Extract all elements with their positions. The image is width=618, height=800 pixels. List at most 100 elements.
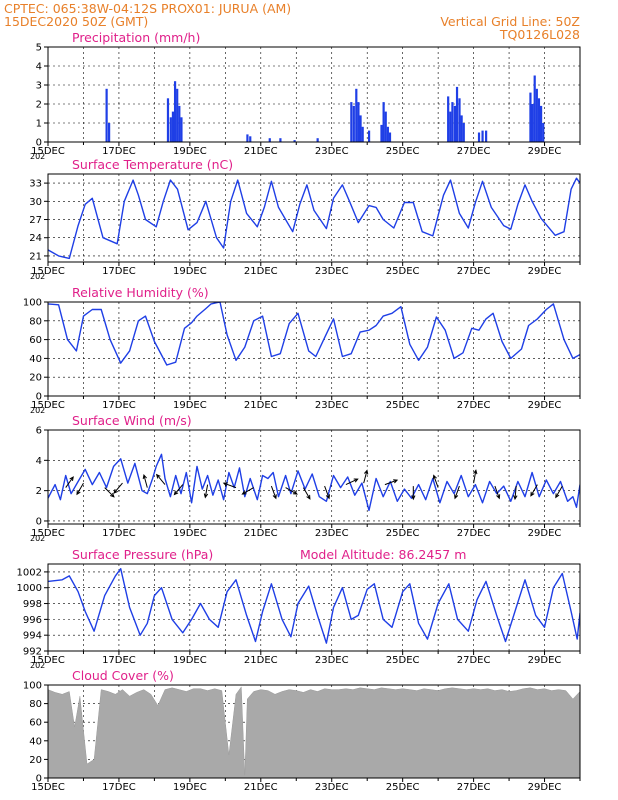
wind-ytick-label: 0 <box>36 516 42 527</box>
humidity-xtick-label: 15DEC <box>31 400 65 411</box>
wind-xtick-label: 27DEC <box>457 528 491 539</box>
precipitation-bar <box>108 123 111 142</box>
wind-frame <box>47 429 581 525</box>
temperature-xtick-label: 29DEC <box>528 266 562 277</box>
precipitation-bar <box>382 102 385 142</box>
wind-line <box>48 453 580 512</box>
precipitation-year-label: 202 <box>30 152 45 161</box>
cloud-cover-xtick-label: 21DEC <box>244 782 278 793</box>
wind-wind-arrow <box>173 484 184 496</box>
precipitation-bar <box>455 86 459 142</box>
pressure-ytick-label: 1002 <box>17 567 42 578</box>
precipitation-bar <box>481 130 484 142</box>
temperature-title: Surface Temperature (nC) <box>72 157 233 172</box>
precipitation-bar <box>171 111 175 142</box>
pressure-xtick-label: 21DEC <box>244 655 278 666</box>
precipitation-bar <box>477 132 481 142</box>
cloud-cover-xtick-label: 19DEC <box>173 782 207 793</box>
wind-wind-arrow <box>555 485 563 499</box>
temperature-xtick-label: 19DEC <box>173 266 207 277</box>
header-grid-line: Vertical Grid Line: 50Z <box>440 14 580 29</box>
humidity-xtick-label: 25DEC <box>386 400 420 411</box>
humidity-panel: Relative Humidity (%) 0 20 40 60 80 100 15DEC 17… <box>23 285 581 415</box>
temperature-xtick-label: 27DEC <box>457 266 491 277</box>
temperature-xtick-label: 17DEC <box>102 266 136 277</box>
precipitation-ytick-label: 2 <box>36 100 42 111</box>
wind-wind-arrow <box>513 486 518 501</box>
wind-title: Surface Wind (m/s) <box>72 413 192 428</box>
wind-wind-arrow <box>104 487 115 498</box>
precipitation-bar <box>460 115 463 142</box>
precipitation-bar <box>539 105 543 142</box>
wind-xtick-label: 25DEC <box>386 528 420 539</box>
precipitation-ytick-label: 0 <box>36 138 42 149</box>
wind-panel: Surface Wind (m/s) 0 2 4 6 15DEC 17DEC 19DEC 21D… <box>30 413 581 543</box>
precipitation-bar <box>462 123 465 142</box>
temperature-frame <box>47 173 581 263</box>
precipitation-bar <box>249 136 252 142</box>
wind-wind-arrow <box>113 482 123 494</box>
wind-wind-arrow <box>270 485 277 500</box>
precipitation-frame <box>47 46 581 143</box>
wind-wind-arrow <box>65 476 74 488</box>
temperature-xtick-label: 23DEC <box>315 266 349 277</box>
humidity-xtick-label: 21DEC <box>244 400 278 411</box>
wind-wind-arrow <box>473 469 478 484</box>
wind-xtick-label: 23DEC <box>315 528 349 539</box>
precipitation-bar <box>180 117 183 142</box>
temperature-ytick-label: 21 <box>29 251 42 262</box>
cloud-cover-title: Cloud Cover (%) <box>72 668 174 683</box>
humidity-xtick-label: 27DEC <box>457 400 491 411</box>
header-datetime: 15DEC2020 50Z (GMT) <box>4 14 148 29</box>
precipitation-bar <box>355 88 358 142</box>
pressure-panel: Surface Pressure (hPa) Model Altitude: 86… <box>17 547 581 670</box>
precipitation-bar <box>246 134 249 142</box>
humidity-xtick-label: 19DEC <box>173 400 207 411</box>
wind-wind-arrow <box>203 484 209 499</box>
precipitation-bar <box>380 124 383 142</box>
precipitation-xtick-label: 17DEC <box>102 146 136 157</box>
wind-wind-arrow <box>384 479 399 486</box>
humidity-title: Relative Humidity (%) <box>72 285 209 300</box>
temperature-year-label: 202 <box>30 272 45 281</box>
wind-xtick-label: 19DEC <box>173 528 207 539</box>
precipitation-bar <box>485 130 488 142</box>
precipitation-xtick-label: 23DEC <box>315 146 349 157</box>
cloud-cover-xtick-label: 29DEC <box>528 782 562 793</box>
wind-wind-arrow <box>222 482 237 489</box>
precipitation-bar <box>173 81 177 142</box>
pressure-xtick-label: 17DEC <box>102 655 136 666</box>
pressure-annotation: Model Altitude: 86.2457 m <box>300 547 466 562</box>
precipitation-bar <box>166 98 170 142</box>
precipitation-bar <box>451 102 454 142</box>
cloud-cover-xtick-label: 23DEC <box>315 782 349 793</box>
precipitation-bar <box>453 105 457 142</box>
precipitation-bar <box>352 105 355 142</box>
pressure-ytick-label: 994 <box>23 631 42 642</box>
cloud-cover-panel: Cloud Cover (%) 0 20 40 60 80 100 15DEC 17DEC 19D… <box>23 668 581 793</box>
temperature-ytick-label: 24 <box>29 233 42 244</box>
wind-year-label: 202 <box>30 534 45 543</box>
cloud-cover-frame <box>47 684 581 779</box>
precipitation-bar <box>293 140 296 142</box>
humidity-line <box>48 302 580 366</box>
precipitation-ytick-label: 5 <box>36 43 42 54</box>
temperature-panel: Surface Temperature (nC) 21 24 27 30 33 15DEC 1… <box>29 157 581 281</box>
cloud-cover-xtick-label: 25DEC <box>386 782 420 793</box>
precipitation-bar <box>316 138 319 142</box>
pressure-year-label: 202 <box>30 661 45 670</box>
pressure-frame <box>47 563 581 652</box>
precipitation-ytick-label: 3 <box>36 81 42 92</box>
cloud-cover-xtick-label: 27DEC <box>457 782 491 793</box>
wind-wind-arrow <box>411 486 416 501</box>
precipitation-xtick-label: 19DEC <box>173 146 207 157</box>
precipitation-bar <box>359 115 362 142</box>
precipitation-bar <box>386 126 389 142</box>
wind-wind-arrow <box>302 487 311 500</box>
precipitation-bar <box>105 88 108 142</box>
precipitation-bar <box>384 111 387 142</box>
temperature-ytick-label: 33 <box>29 179 42 190</box>
humidity-xtick-label: 17DEC <box>102 400 136 411</box>
temperature-line <box>48 177 580 260</box>
humidity-ytick-label: 100 <box>23 298 42 309</box>
